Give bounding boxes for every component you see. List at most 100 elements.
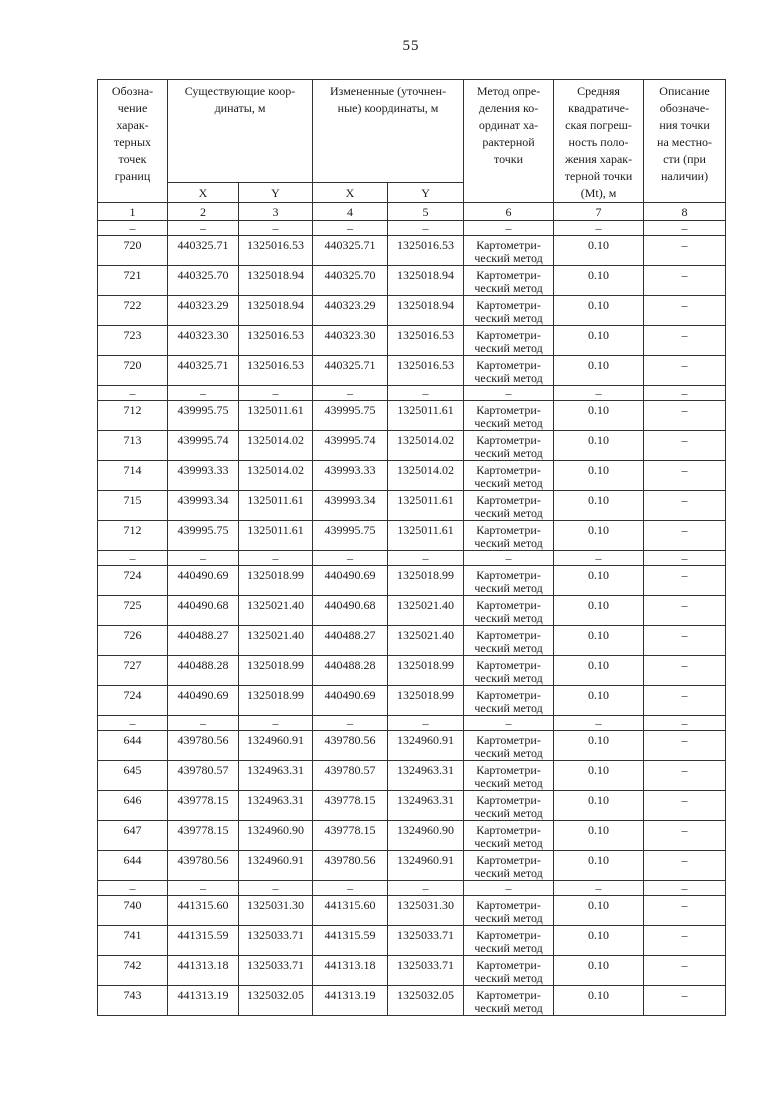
separator-cell: – (97, 220, 168, 236)
point-number-cell: 712 (97, 520, 168, 551)
method-cell: Картометри- ческий метод (463, 520, 555, 551)
description-cell: – (643, 925, 727, 956)
mt-cell: 0.10 (553, 925, 645, 956)
separator-cell: – (387, 715, 465, 731)
description-cell: – (643, 985, 727, 1016)
changed-x-cell: 439778.15 (312, 820, 389, 851)
existing-y-cell: 1324963.31 (237, 760, 314, 791)
existing-y-cell: 1325011.61 (237, 520, 314, 551)
point-number-cell: 740 (97, 895, 168, 926)
existing-x-cell: 440488.27 (167, 625, 239, 656)
existing-y-cell: 1325016.53 (237, 355, 314, 386)
description-cell: – (643, 850, 727, 881)
changed-x-cell: 439780.57 (312, 760, 389, 791)
changed-y-cell: 1325033.71 (387, 955, 465, 986)
column-number: 8 (643, 202, 727, 221)
separator-cell: – (97, 385, 168, 401)
point-number-cell: 721 (97, 265, 168, 296)
point-row: 727 440488.28 1325018.99 440488.28 13250… (97, 655, 727, 686)
point-number-cell: 714 (97, 460, 168, 491)
mt-cell: 0.10 (553, 985, 645, 1016)
header-description: Описание обозначе- ния точки на местно- … (643, 79, 727, 203)
method-cell: Картометри- ческий метод (463, 355, 555, 386)
method-cell: Картометри- ческий метод (463, 820, 555, 851)
point-row: 646 439778.15 1324963.31 439778.15 13249… (97, 790, 727, 821)
changed-x-cell: 441313.19 (312, 985, 389, 1016)
page-number: 55 (402, 38, 420, 54)
mt-cell: 0.10 (553, 235, 645, 266)
existing-x-cell: 440323.29 (167, 295, 239, 326)
changed-x-cell: 440323.30 (312, 325, 389, 356)
existing-x-cell: 439995.74 (167, 430, 239, 461)
method-cell: Картометри- ческий метод (463, 595, 555, 626)
existing-y-cell: 1325018.99 (237, 655, 314, 686)
separator-cell: – (237, 880, 314, 896)
description-cell: – (643, 655, 727, 686)
header-changed-coords: Измененные (уточнен- ные) координаты, м (312, 79, 465, 183)
method-cell: Картометри- ческий метод (463, 655, 555, 686)
existing-x-cell: 439995.75 (167, 400, 239, 431)
existing-x-cell: 440323.30 (167, 325, 239, 356)
mt-cell: 0.10 (553, 400, 645, 431)
existing-y-cell: 1325016.53 (237, 325, 314, 356)
description-cell: – (643, 895, 727, 926)
separator-cell: – (312, 550, 389, 566)
separator-cell: – (237, 715, 314, 731)
existing-y-cell: 1325011.61 (237, 490, 314, 521)
existing-x-cell: 439993.33 (167, 460, 239, 491)
changed-x-cell: 439993.34 (312, 490, 389, 521)
description-cell: – (643, 595, 727, 626)
mt-cell: 0.10 (553, 730, 645, 761)
separator-cell: – (463, 880, 555, 896)
changed-x-cell: 440325.71 (312, 235, 389, 266)
column-number: 5 (387, 202, 465, 221)
existing-y-cell: 1325018.99 (237, 565, 314, 596)
separator-row: – – – – – – – – (97, 550, 727, 566)
point-number-cell: 646 (97, 790, 168, 821)
point-number-cell: 644 (97, 730, 168, 761)
changed-y-cell: 1325032.05 (387, 985, 465, 1016)
point-number-cell: 712 (97, 400, 168, 431)
changed-y-cell: 1325011.61 (387, 520, 465, 551)
point-row: 712 439995.75 1325011.61 439995.75 13250… (97, 400, 727, 431)
point-number-cell: 726 (97, 625, 168, 656)
changed-x-cell: 440325.70 (312, 265, 389, 296)
separator-cell: – (553, 550, 645, 566)
method-cell: Картометри- ческий метод (463, 490, 555, 521)
existing-x-cell: 441315.60 (167, 895, 239, 926)
description-cell: – (643, 400, 727, 431)
separator-row: – – – – – – – – (97, 220, 727, 236)
separator-cell: – (312, 880, 389, 896)
changed-x-cell: 439995.74 (312, 430, 389, 461)
mt-cell: 0.10 (553, 265, 645, 296)
separator-cell: – (387, 550, 465, 566)
separator-row: – – – – – – – – (97, 715, 727, 731)
mt-cell: 0.10 (553, 520, 645, 551)
existing-x-cell: 441315.59 (167, 925, 239, 956)
point-row: 644 439780.56 1324960.91 439780.56 13249… (97, 730, 727, 761)
existing-y-cell: 1324960.90 (237, 820, 314, 851)
existing-x-cell: 439780.57 (167, 760, 239, 791)
separator-cell: – (167, 220, 239, 236)
existing-y-cell: 1325014.02 (237, 430, 314, 461)
existing-x-cell: 439780.56 (167, 730, 239, 761)
existing-y-cell: 1325032.05 (237, 985, 314, 1016)
column-number: 3 (237, 202, 314, 221)
existing-x-cell: 441313.19 (167, 985, 239, 1016)
header-row-xy: X Y X Y (98, 182, 726, 203)
document-page: 55 Обозна- чение харак- терных точек гра… (0, 38, 780, 1103)
existing-x-cell: 439995.75 (167, 520, 239, 551)
separator-cell: – (463, 550, 555, 566)
description-cell: – (643, 460, 727, 491)
point-number-cell: 723 (97, 325, 168, 356)
point-number-cell: 713 (97, 430, 168, 461)
separator-cell: – (97, 880, 168, 896)
separator-cell: – (463, 715, 555, 731)
description-cell: – (643, 685, 727, 716)
point-number-cell: 720 (97, 235, 168, 266)
changed-x-cell: 440490.69 (312, 565, 389, 596)
column-number: 7 (553, 202, 645, 221)
mt-cell: 0.10 (553, 490, 645, 521)
description-cell: – (643, 295, 727, 326)
point-row: 721 440325.70 1325018.94 440325.70 13250… (97, 265, 727, 296)
